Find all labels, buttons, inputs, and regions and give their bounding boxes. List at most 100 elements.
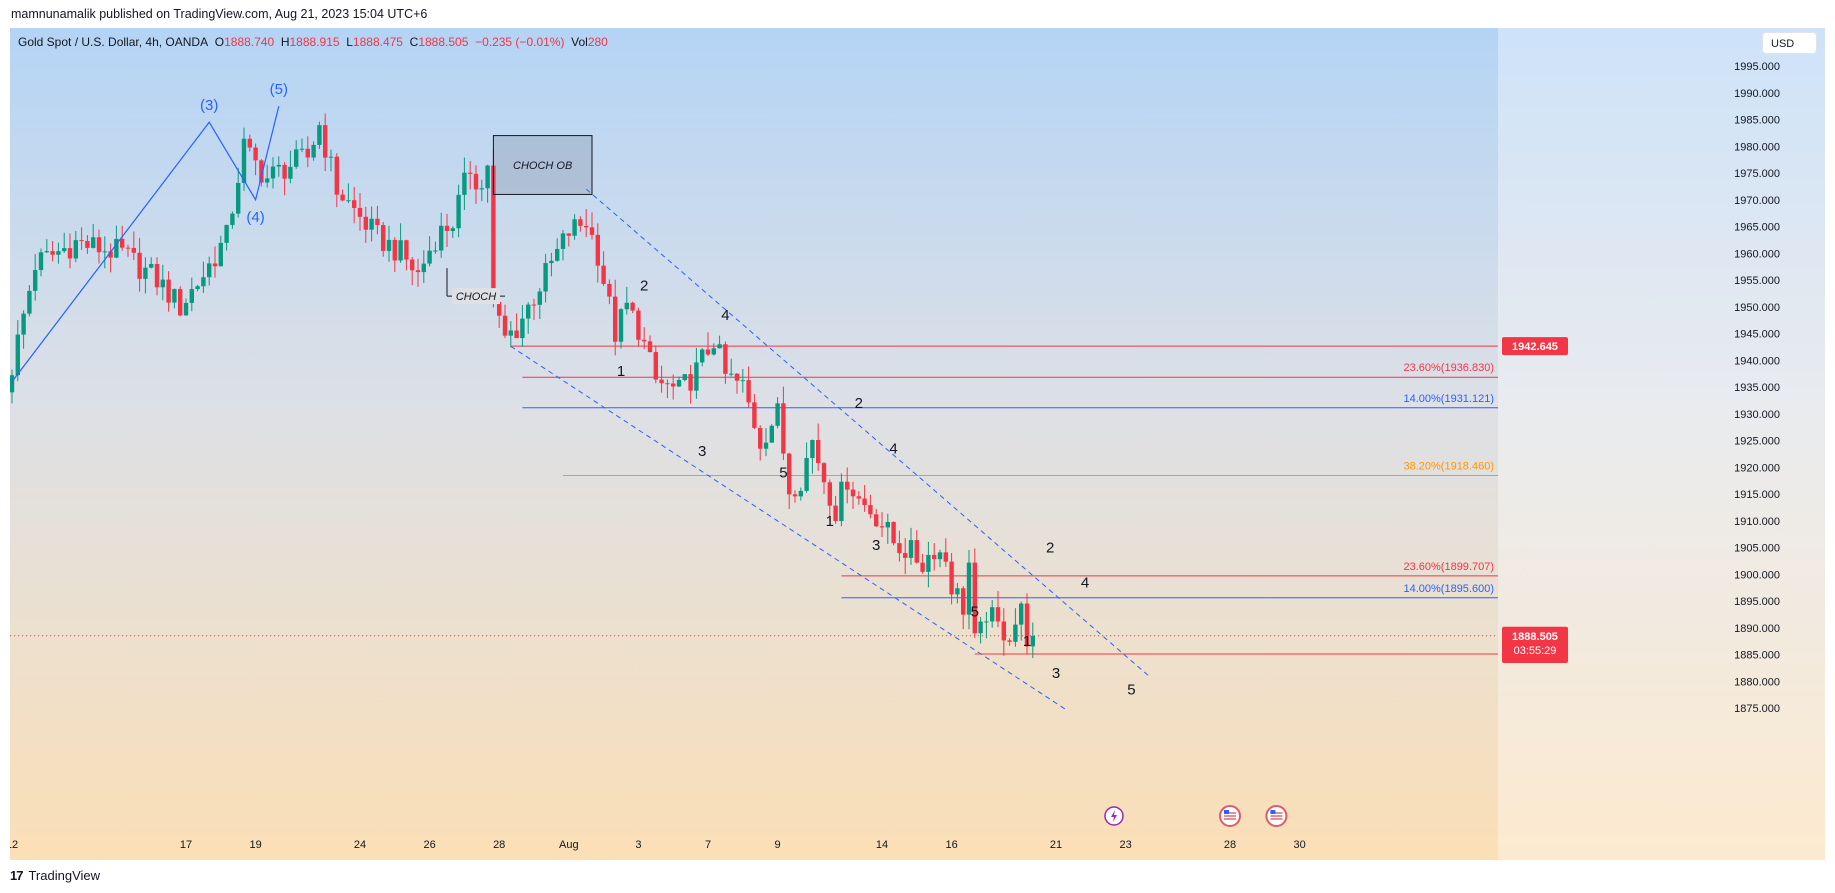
candle-body bbox=[381, 225, 386, 251]
candle-body bbox=[183, 302, 189, 316]
choch-ob-label: CHOCH OB bbox=[513, 160, 572, 172]
candle-body bbox=[897, 543, 902, 554]
candle-body bbox=[920, 562, 925, 572]
elliott-major-label: (4) bbox=[246, 209, 264, 226]
candle-body bbox=[317, 125, 322, 145]
wave-count-label: 4 bbox=[889, 441, 897, 458]
candle-body bbox=[1030, 635, 1035, 647]
y-tick-label: 1950.000 bbox=[1734, 302, 1780, 314]
x-tick-label: 16 bbox=[945, 839, 957, 851]
close-value: 1888.505 bbox=[418, 35, 469, 49]
price-tag-label: 1942.645 bbox=[1512, 341, 1558, 353]
candle-body bbox=[410, 259, 415, 271]
candle-body bbox=[584, 225, 589, 228]
candle-body bbox=[856, 496, 861, 499]
open-label: O bbox=[214, 35, 225, 49]
candle-body bbox=[195, 286, 200, 290]
candle-body bbox=[340, 194, 345, 201]
candle-body bbox=[276, 164, 281, 167]
candle-body bbox=[189, 289, 194, 303]
candle-body bbox=[154, 263, 160, 288]
candle-body bbox=[984, 621, 989, 623]
price-chart[interactable]: 23.60%(1936.830) 14.00%(1931.121) 38.20%(1… bbox=[10, 28, 1825, 860]
candle-body bbox=[804, 457, 809, 491]
candle-body bbox=[56, 251, 61, 255]
candle-body bbox=[729, 373, 734, 375]
symbol-legend: Gold Spot / U.S. Dollar, 4h, OANDA O 1888… bbox=[18, 35, 608, 49]
candle-body bbox=[653, 352, 658, 380]
candle-body bbox=[85, 240, 90, 248]
candle-body bbox=[369, 218, 374, 230]
fib-label: 14.00%(1931.121) bbox=[1403, 393, 1494, 405]
candle-body bbox=[456, 194, 461, 229]
candle-body bbox=[398, 240, 403, 261]
wave-count-label: 2 bbox=[855, 395, 863, 412]
candle-body bbox=[392, 239, 397, 261]
candle-body bbox=[450, 228, 455, 231]
candle-body bbox=[937, 552, 943, 560]
symbol-name: Gold Spot / U.S. Dollar, 4h, OANDA bbox=[18, 35, 209, 49]
fib-label: 23.60%(1899.707) bbox=[1403, 561, 1494, 573]
x-tick-label: Aug bbox=[559, 839, 579, 851]
candle-body bbox=[891, 521, 896, 544]
candle-body bbox=[746, 380, 751, 403]
candle-body bbox=[961, 588, 966, 615]
choch-label: CHOCH bbox=[456, 291, 496, 303]
candle-body bbox=[763, 442, 769, 449]
candle-body bbox=[282, 164, 287, 179]
x-tick-label: 21 bbox=[1050, 839, 1062, 851]
wave-count-label: 5 bbox=[779, 465, 787, 482]
y-tick-label: 1900.000 bbox=[1734, 569, 1780, 581]
x-tick-label: 17 bbox=[180, 839, 192, 851]
x-tick-label: 19 bbox=[249, 839, 261, 851]
candle-body bbox=[821, 463, 827, 483]
candle-body bbox=[178, 289, 183, 316]
currency-button[interactable]: USD bbox=[1762, 32, 1817, 54]
candle-body bbox=[10, 375, 15, 393]
candle-body bbox=[566, 233, 571, 236]
x-tick-label: 7 bbox=[705, 839, 711, 851]
candle-body bbox=[659, 379, 664, 384]
y-tick-label: 1920.000 bbox=[1734, 462, 1780, 474]
candle-body bbox=[294, 149, 299, 167]
elliott-wave-line bbox=[11, 106, 280, 383]
candle-body bbox=[468, 172, 473, 174]
chart-area[interactable]: 23.60%(1936.830) 14.00%(1931.121) 38.20%(1… bbox=[10, 28, 1825, 860]
candle-body bbox=[694, 362, 699, 391]
candle-body bbox=[642, 339, 647, 342]
chart-background bbox=[10, 28, 1825, 860]
candle-body bbox=[323, 125, 328, 158]
candle-body bbox=[67, 248, 73, 259]
x-tick-label: 26 bbox=[423, 839, 435, 851]
candle-body bbox=[810, 440, 815, 458]
y-tick-label: 1895.000 bbox=[1734, 596, 1780, 608]
candle-body bbox=[125, 247, 131, 249]
candle-body bbox=[230, 213, 235, 225]
y-tick-label: 1945.000 bbox=[1734, 329, 1780, 341]
y-tick-label: 1930.000 bbox=[1734, 409, 1780, 421]
volume-value: 280 bbox=[587, 35, 608, 49]
candle-body bbox=[531, 304, 537, 306]
wave-count-label: 5 bbox=[1127, 681, 1135, 698]
candle-body bbox=[27, 290, 32, 314]
candle-body bbox=[160, 279, 165, 288]
candle-body bbox=[108, 251, 113, 258]
candle-body bbox=[752, 402, 757, 428]
candle-body bbox=[143, 267, 148, 279]
candle-body bbox=[792, 494, 798, 497]
candle-body bbox=[485, 165, 490, 189]
candle-body bbox=[578, 219, 583, 226]
current-price-tag bbox=[1502, 626, 1568, 659]
candle-body bbox=[520, 318, 525, 339]
wave-count-label: 2 bbox=[1046, 540, 1054, 557]
y-tick-label: 1890.000 bbox=[1734, 623, 1780, 635]
candle-body bbox=[601, 265, 606, 284]
candle-body bbox=[700, 349, 705, 363]
candle-body bbox=[850, 489, 856, 497]
candle-body bbox=[775, 403, 780, 426]
candle-body bbox=[607, 283, 612, 297]
fib-label: 38.20%(1918.460) bbox=[1403, 461, 1494, 473]
x-tick-label: 9 bbox=[775, 839, 781, 851]
low-label: L bbox=[346, 35, 353, 49]
fib-label: 23.60%(1936.830) bbox=[1403, 362, 1494, 374]
